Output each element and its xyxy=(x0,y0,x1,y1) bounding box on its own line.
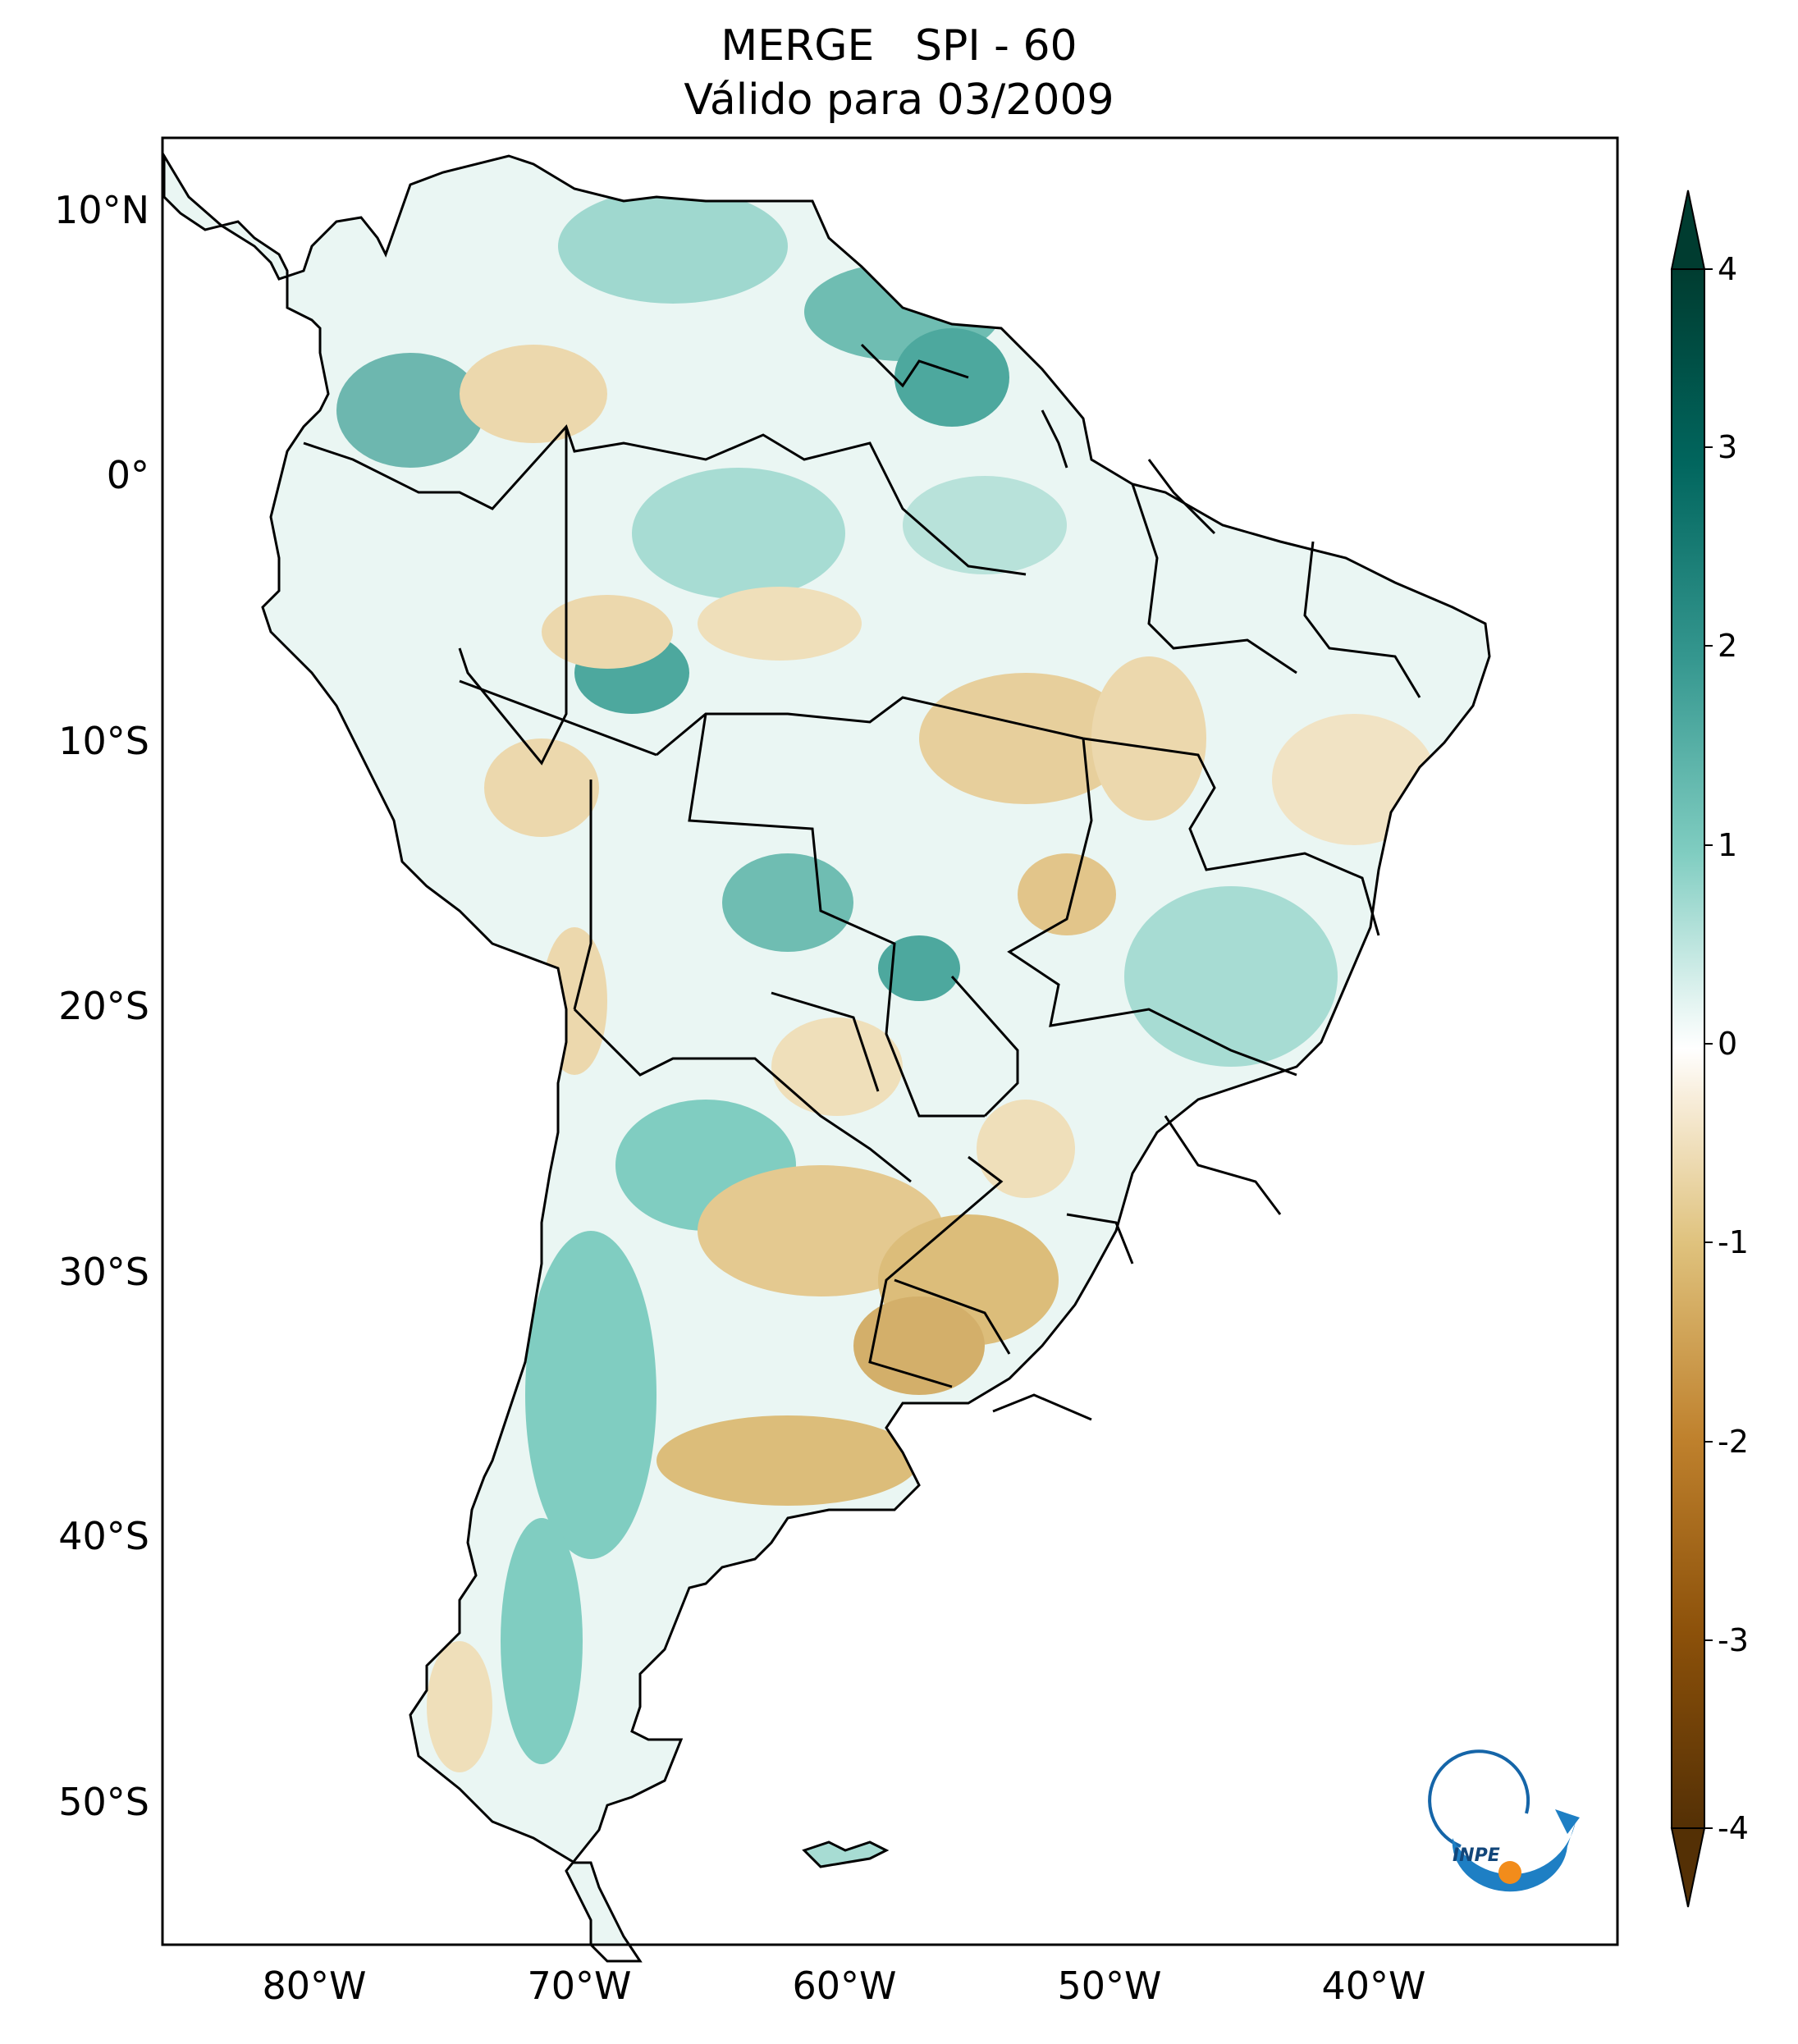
inpe-logo: INPE xyxy=(1428,1749,1580,1892)
lon-label-70w: 70°W xyxy=(527,1964,631,2008)
lat-label-50s: 50°S xyxy=(58,1780,149,1824)
map-frame xyxy=(161,136,1619,1946)
inpe-logo-text: INPE xyxy=(1453,1845,1500,1866)
lon-label-60w: 60°W xyxy=(792,1964,896,2008)
lat-label-40s: 40°S xyxy=(58,1514,149,1558)
falkland-islands xyxy=(802,1841,890,1868)
lat-label-20s: 20°S xyxy=(58,984,149,1028)
colorbar-tick-0: 0 xyxy=(1718,1026,1737,1062)
latitude-labels: 10°N 0° 10°S 20°S 30°S 40°S 50°S xyxy=(54,188,149,1824)
colorbar-tick-neg1: -1 xyxy=(1718,1224,1749,1260)
colorbar-gradient xyxy=(1671,268,1705,1829)
map-title: MERGE SPI - 60 xyxy=(721,21,1077,71)
colorbar-tick-neg4: -4 xyxy=(1718,1810,1749,1846)
colorbar: 4 3 2 1 0 -1 -2 -3 -4 xyxy=(1670,190,1749,1908)
colorbar-top-extension xyxy=(1670,190,1706,270)
lat-label-10n: 10°N xyxy=(54,188,149,232)
colorbar-tick-2: 2 xyxy=(1718,628,1737,664)
colorbar-bottom-extension xyxy=(1670,1827,1706,1908)
colorbar-tick-4: 4 xyxy=(1718,251,1737,287)
colorbar-tick-1: 1 xyxy=(1718,827,1737,863)
longitude-labels: 80°W 70°W 60°W 50°W 40°W xyxy=(262,1964,1425,2008)
lat-label-10s: 10°S xyxy=(58,719,149,763)
colorbar-tick-neg2: -2 xyxy=(1718,1424,1749,1460)
map-subtitle: Válido para 03/2009 xyxy=(684,75,1114,125)
colorbar-tick-3: 3 xyxy=(1718,429,1737,465)
colorbar-tick-neg3: -3 xyxy=(1718,1622,1749,1658)
lon-label-50w: 50°W xyxy=(1057,1964,1161,2008)
lat-label-30s: 30°S xyxy=(58,1250,149,1294)
lon-label-40w: 40°W xyxy=(1321,1964,1425,2008)
country-borders xyxy=(303,343,1421,1421)
lat-label-0: 0° xyxy=(107,453,149,497)
lon-label-80w: 80°W xyxy=(262,1964,366,2008)
